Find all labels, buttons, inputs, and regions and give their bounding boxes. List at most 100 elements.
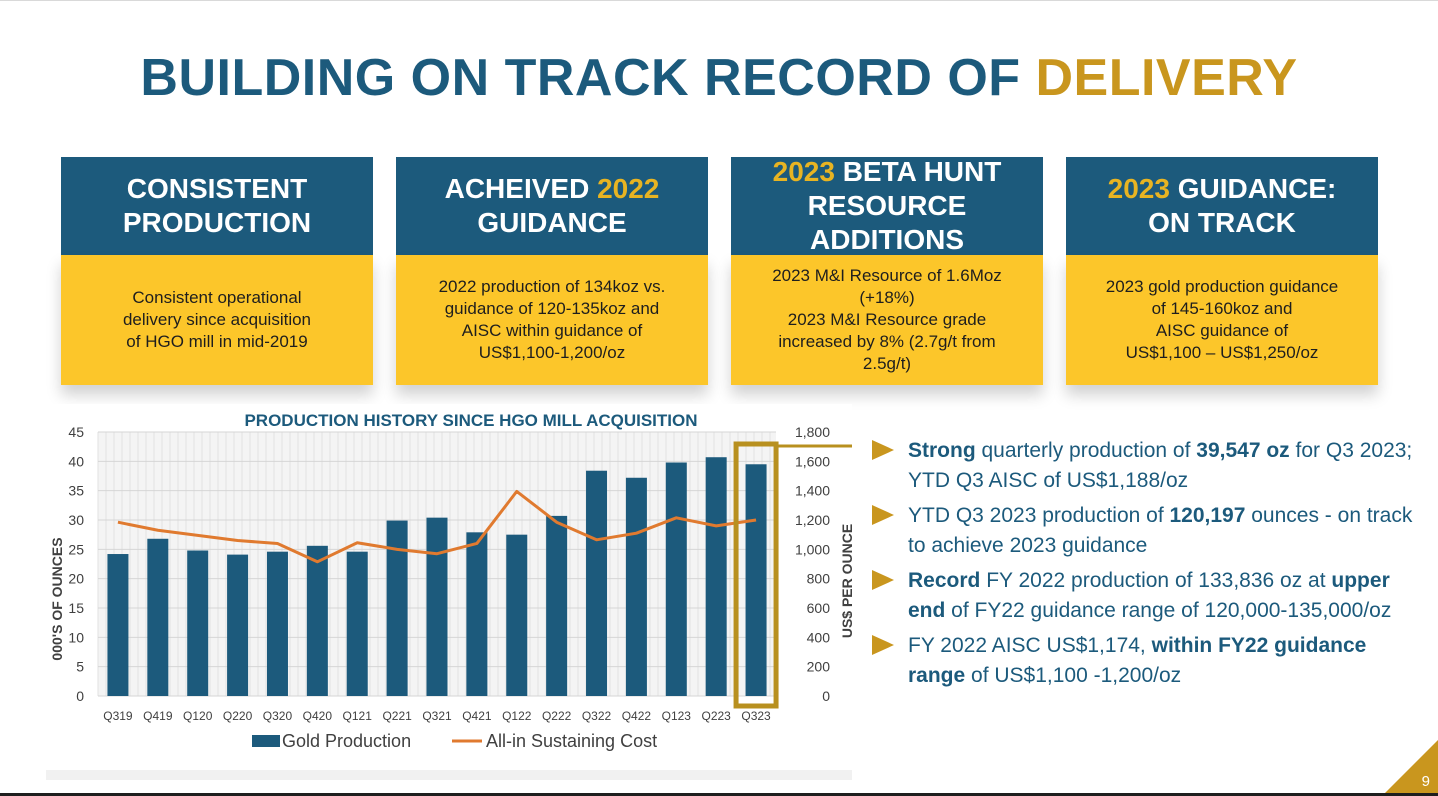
production-chart: 0 5 10 15 20 25 30 35 40 45 0 200 400 600 800 1,000 1,20… [46, 404, 852, 780]
y-tick-label-left: 45 [68, 424, 84, 440]
card-4-heading: 2023 GUIDANCE: ON TRACK [1066, 157, 1378, 255]
bullet-item: Record FY 2022 production of 133,836 oz … [872, 566, 1428, 626]
y-tick-label-right: 0 [822, 688, 830, 704]
bar-gold-production [586, 470, 608, 696]
card-heading-post: GUIDANCE: ON TRACK [1148, 173, 1337, 238]
y-axis-label-left: 000'S OF OUNCES [49, 537, 65, 660]
y-tick-label-right: 1,600 [795, 453, 830, 469]
bar-gold-production [107, 554, 129, 696]
bullet-item: YTD Q3 2023 production of 120,197 ounces… [872, 501, 1428, 561]
x-tick-label: Q123 [662, 709, 692, 723]
y-tick-label-left: 10 [68, 629, 84, 645]
line-aisc [117, 489, 757, 564]
card-heading-post: PRODUCTION [122, 207, 312, 238]
bar-gold-production [745, 464, 767, 696]
card-3-body: 2023 M&I Resource of 1.6Moz (+18%) 2023 … [731, 255, 1043, 385]
bar-gold-production [227, 554, 249, 696]
x-tick-label: Q122 [502, 709, 532, 723]
y-tick-label-left: 25 [68, 541, 84, 557]
card-body-text: 2023 gold production guidance of 145-160… [1105, 277, 1339, 362]
corner-accent [1382, 740, 1438, 796]
card-2-body: 2022 production of 134koz vs. guidance o… [396, 255, 708, 385]
page-number: 9 [1421, 773, 1430, 790]
x-tick-label: Q322 [582, 709, 612, 723]
bullet-text: for Q3 2023; YTD Q3 AISC of US$1,188/oz [908, 439, 1413, 492]
y-tick-label-left: 20 [68, 571, 84, 587]
bullet-bold-text: Strong [908, 439, 976, 462]
bullet-bold-text: 120,197 [1169, 504, 1246, 527]
legend-swatch-gold-production [252, 735, 280, 747]
bottom-rule [0, 793, 1438, 796]
bar-gold-production [665, 462, 687, 696]
card-4-body: 2023 gold production guidance of 145-160… [1066, 255, 1378, 385]
bullet-item: FY 2022 AISC US$1,174, within FY22 guida… [872, 631, 1428, 691]
legend-label-aisc: All-in Sustaining Cost [486, 731, 657, 751]
card-heading-year: 2023 [772, 156, 835, 187]
x-tick-label: Q319 [103, 709, 133, 723]
bar-gold-production [306, 545, 328, 696]
highlight-box [733, 441, 779, 709]
bullet-text: quarterly production of [975, 439, 1197, 462]
bar-gold-production [386, 520, 408, 696]
bar-gold-production [266, 551, 288, 696]
y-axis-label-right: US$ PER OUNCE [839, 524, 852, 638]
bar-gold-production [147, 538, 169, 696]
card-1-body: Consistent operational delivery since ac… [61, 255, 373, 385]
title-part2: DELIVERY [1035, 49, 1298, 107]
bar-gold-production [625, 477, 647, 696]
bar-gold-production [426, 517, 448, 696]
bullet-item: Strong quarterly production of 39,547 oz… [872, 436, 1428, 496]
bullet-text: of FY22 guidance range of 120,000-135,00… [945, 599, 1392, 622]
x-tick-label: Q120 [183, 709, 213, 723]
card-heading-post: BETA HUNT RESOURCE ADDITIONS [807, 156, 1002, 255]
x-tick-label: Q221 [382, 709, 412, 723]
bar-gold-production [546, 515, 568, 696]
y-tick-label-right: 1,400 [795, 483, 830, 499]
x-tick-label: Q323 [741, 709, 771, 723]
card-2-heading: ACHEIVED 2022 GUIDANCE [396, 157, 708, 255]
y-tick-label-right: 1,800 [795, 424, 830, 440]
title-part1: BUILDING ON TRACK RECORD OF [140, 49, 1036, 107]
bar-gold-production [466, 532, 488, 696]
bullet-bold-text: 39,547 oz [1196, 439, 1290, 462]
y-tick-label-right: 400 [807, 629, 831, 645]
x-tick-label: Q223 [701, 709, 731, 723]
bar-gold-production [506, 534, 528, 696]
bar-gold-production [705, 457, 727, 696]
y-tick-label-right: 600 [807, 600, 831, 616]
chart-title: PRODUCTION HISTORY SINCE HGO MILL ACQUIS… [244, 411, 697, 430]
y-tick-label-left: 40 [68, 453, 84, 469]
bullet-text: FY 2022 AISC US$1,174, [908, 634, 1152, 657]
card-heading-year: 2023 [1107, 173, 1170, 204]
chart-bottom-band [46, 770, 852, 780]
bullet-text: YTD Q3 2023 production of [908, 504, 1170, 527]
triangle-bullet-icon [872, 505, 894, 525]
y-tick-label-right: 800 [807, 571, 831, 587]
x-tick-label: Q320 [263, 709, 293, 723]
slide-title: BUILDING ON TRACK RECORD OF DELIVERY [0, 48, 1438, 108]
card-1-heading: CONSISTENT PRODUCTION [61, 157, 373, 255]
card-heading-pre: ACHEIVED [444, 173, 590, 204]
y-tick-label-right: 1,200 [795, 512, 830, 528]
x-tick-label: Q419 [143, 709, 173, 723]
card-heading-pre: CONSISTENT [126, 173, 308, 204]
bar-gold-production [187, 550, 209, 696]
triangle-bullet-icon [872, 635, 894, 655]
y-tick-label-right: 1,000 [795, 541, 830, 557]
bullet-bold-text: upper end [908, 569, 1390, 622]
bullet-text: ounces - on track to achieve 2023 guidan… [908, 504, 1413, 557]
legend-label-gold-production: Gold Production [282, 731, 411, 751]
y-tick-label-left: 35 [68, 483, 84, 499]
bullet-text: FY 2022 production of 133,836 oz at [980, 569, 1332, 592]
y-tick-label-left: 5 [76, 659, 84, 675]
x-tick-label: Q222 [542, 709, 572, 723]
card-heading-year: 2022 [597, 173, 660, 204]
x-tick-label: Q421 [462, 709, 492, 723]
x-tick-label: Q121 [343, 709, 373, 723]
x-tick-label: Q420 [303, 709, 333, 723]
card-body-text: 2023 M&I Resource of 1.6Moz (+18%) 2023 … [772, 266, 1002, 373]
bullet-bold-text: Record [908, 569, 981, 592]
bar-gold-production [346, 551, 368, 696]
card-heading-post: GUIDANCE [477, 207, 627, 238]
y-tick-label-left: 0 [76, 688, 84, 704]
